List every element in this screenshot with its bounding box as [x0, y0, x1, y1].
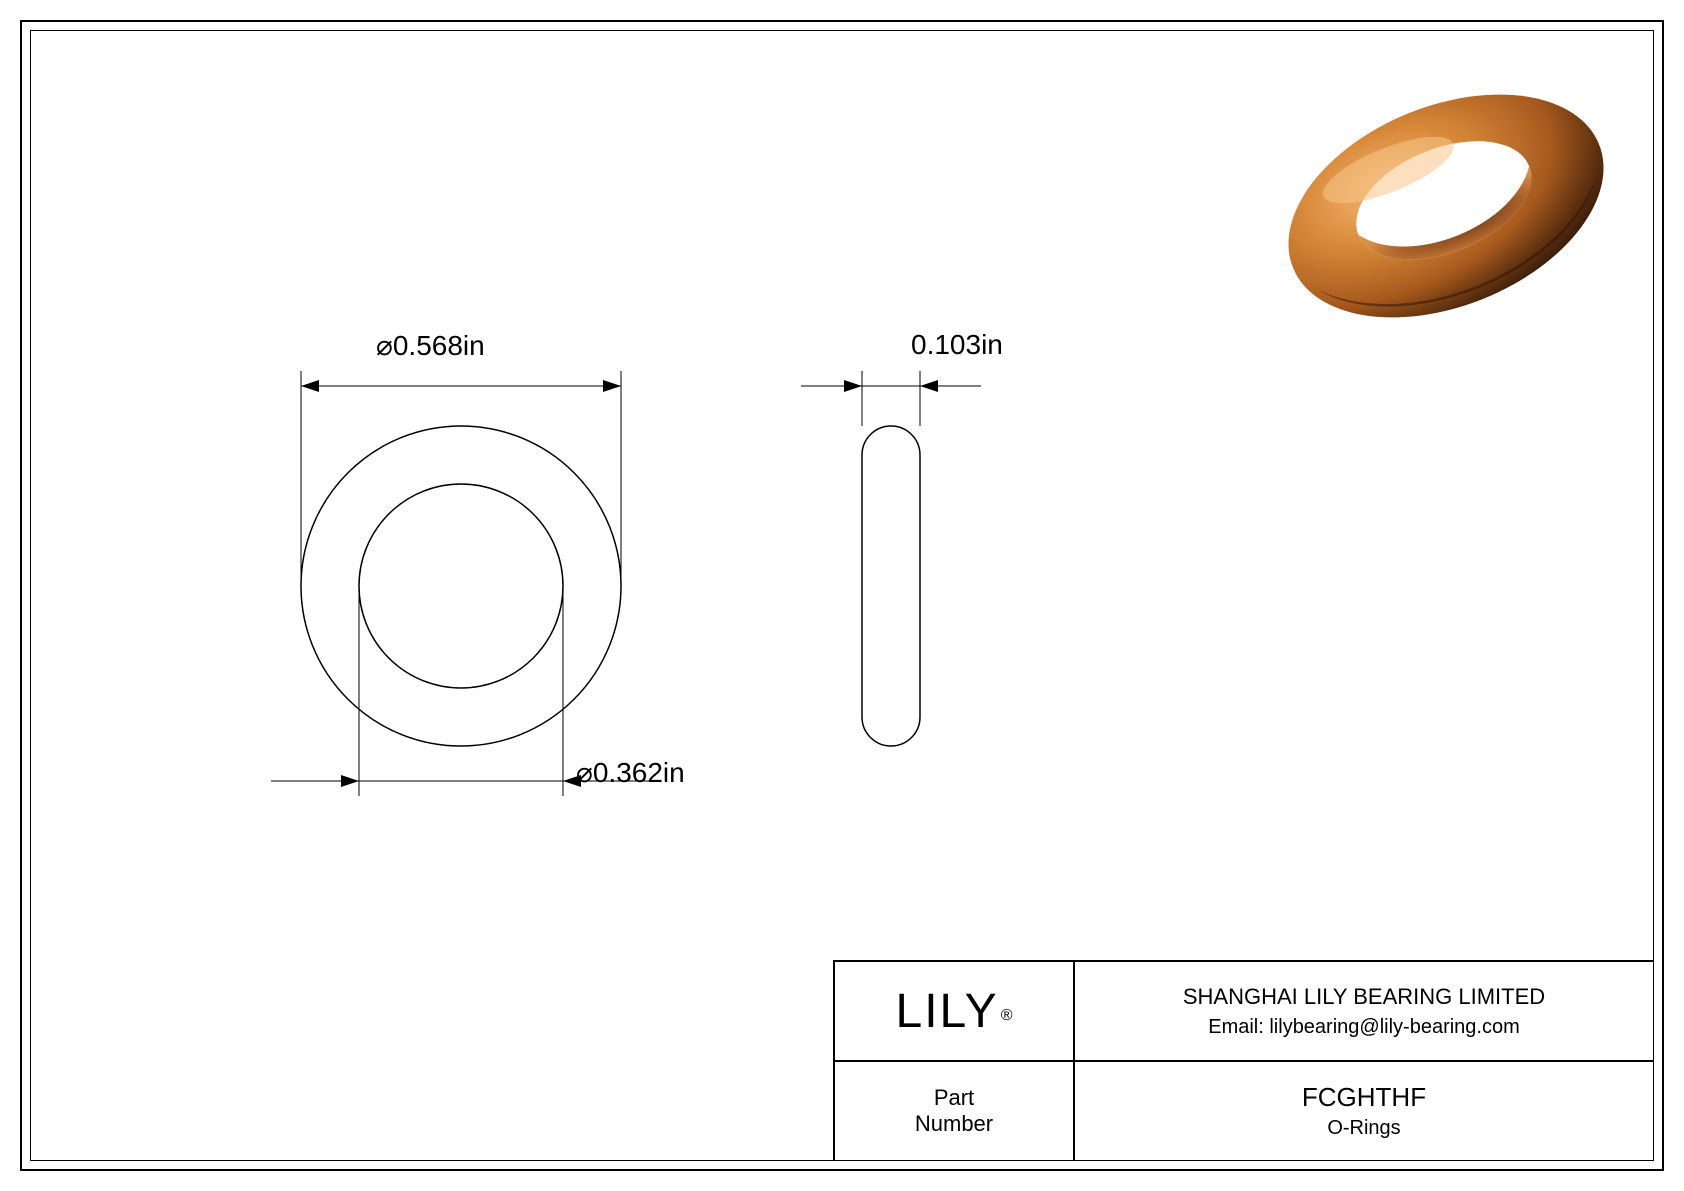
side-profile — [862, 426, 920, 746]
company-email: Email: lilybearing@lily-bearing.com — [1208, 1016, 1520, 1039]
outer-diameter-label: ⌀0.568in — [376, 329, 485, 362]
inner-frame: ⌀0.568in ⌀0.362in 0.103in — [30, 30, 1654, 1161]
width-arrow-left — [844, 380, 862, 392]
inner-circle — [359, 484, 563, 688]
company-cell: SHANGHAI LILY BEARING LIMITED Email: lil… — [1075, 962, 1653, 1060]
outer-arrow-left — [301, 380, 319, 392]
part-description: O-Rings — [1327, 1117, 1400, 1140]
title-block: LILY® SHANGHAI LILY BEARING LIMITED Emai… — [833, 960, 1653, 1160]
inner-diameter-label: ⌀0.362in — [576, 756, 685, 789]
part-number-label-2: Number — [915, 1111, 993, 1137]
width-arrow-right — [920, 380, 938, 392]
outer-arrow-right — [603, 380, 621, 392]
side-view — [741, 31, 1041, 931]
width-label: 0.103in — [911, 329, 1003, 361]
isometric-oring-render — [1261, 61, 1631, 351]
registered-mark: ® — [1001, 1007, 1013, 1024]
outer-circle — [301, 426, 621, 746]
part-number-label-1: Part — [934, 1085, 974, 1111]
logo-text: LILY — [896, 985, 999, 1038]
part-number: FCGHTHF — [1302, 1082, 1426, 1113]
company-name: SHANGHAI LILY BEARING LIMITED — [1183, 984, 1545, 1010]
outer-frame: ⌀0.568in ⌀0.362in 0.103in — [20, 20, 1664, 1171]
front-view — [111, 31, 811, 931]
logo-cell: LILY® — [835, 962, 1075, 1060]
page: ⌀0.568in ⌀0.362in 0.103in — [0, 0, 1684, 1191]
title-block-row-1: LILY® SHANGHAI LILY BEARING LIMITED Emai… — [835, 962, 1653, 1062]
title-block-row-2: Part Number FCGHTHF O-Rings — [835, 1062, 1653, 1160]
part-number-cell: FCGHTHF O-Rings — [1075, 1062, 1653, 1160]
inner-arrow-left — [341, 775, 359, 787]
part-number-label-cell: Part Number — [835, 1062, 1075, 1160]
logo: LILY® — [896, 984, 1013, 1039]
